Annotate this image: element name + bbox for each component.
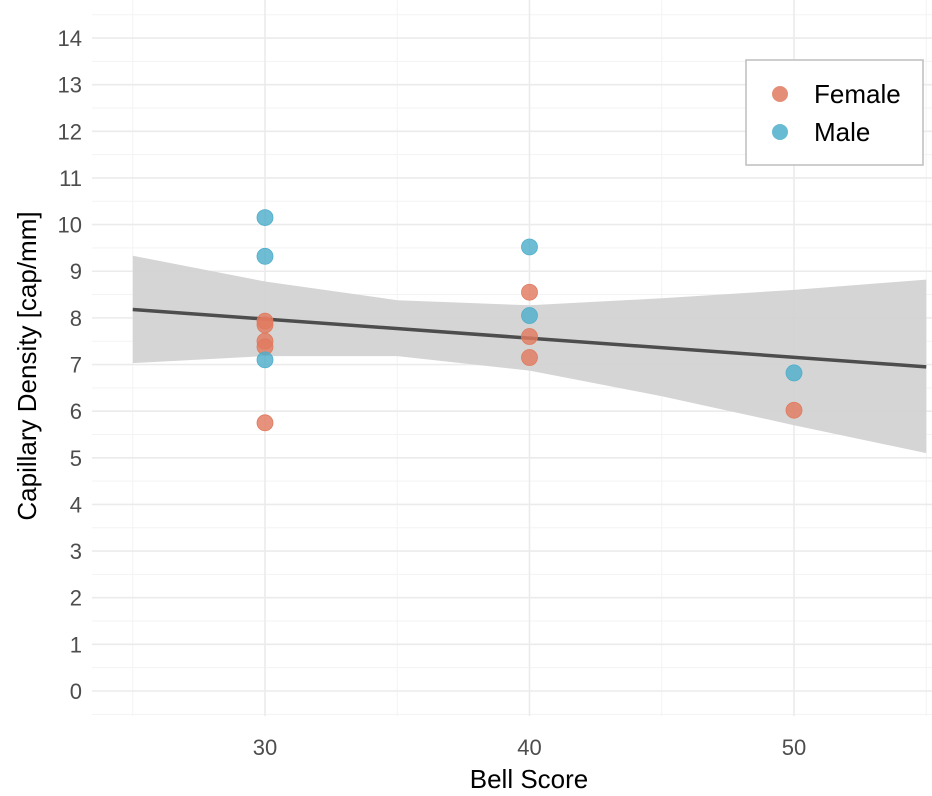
y-tick-label: 7 [70,353,82,378]
data-point-male [521,307,538,324]
data-point-male [256,247,274,265]
y-tick-label: 13 [58,73,82,98]
x-tick-label: 40 [517,735,541,760]
y-tick-label: 9 [70,259,82,284]
legend-box [745,59,924,166]
legend-label-male: Male [814,117,870,147]
data-point-male [256,351,274,369]
data-point-male [256,209,274,227]
legend: Female Male [745,59,924,166]
y-tick-label: 12 [58,119,82,144]
y-tick-label: 0 [70,679,82,704]
y-tick-label: 14 [58,26,82,51]
data-point-female [521,349,538,366]
y-tick-label: 5 [70,446,82,471]
data-point-female [521,283,538,301]
y-tick-label: 6 [70,399,82,424]
legend-marker-male [772,124,788,140]
y-tick-label: 3 [70,539,82,564]
legend-label-female: Female [814,79,901,109]
data-point-female [256,414,274,432]
y-tick-label: 2 [70,586,82,611]
x-tick-label: 30 [253,735,277,760]
data-point-female [256,316,274,334]
y-tick-label: 4 [70,492,82,517]
y-axis-title: Capillary Density [cap/mm] [12,211,42,520]
y-tick-label: 10 [58,213,82,238]
y-tick-label: 8 [70,306,82,331]
data-point-male [785,364,803,382]
data-points [256,209,803,432]
x-tick-labels: 30 40 50 [253,735,806,760]
y-tick-label: 11 [59,166,82,191]
x-axis-title: Bell Score [470,764,589,794]
data-point-female [785,401,803,419]
data-point-male [521,238,538,256]
legend-marker-female [772,86,788,102]
y-tick-label: 1 [70,632,82,657]
x-tick-label: 50 [782,735,806,760]
data-point-female [521,328,538,345]
